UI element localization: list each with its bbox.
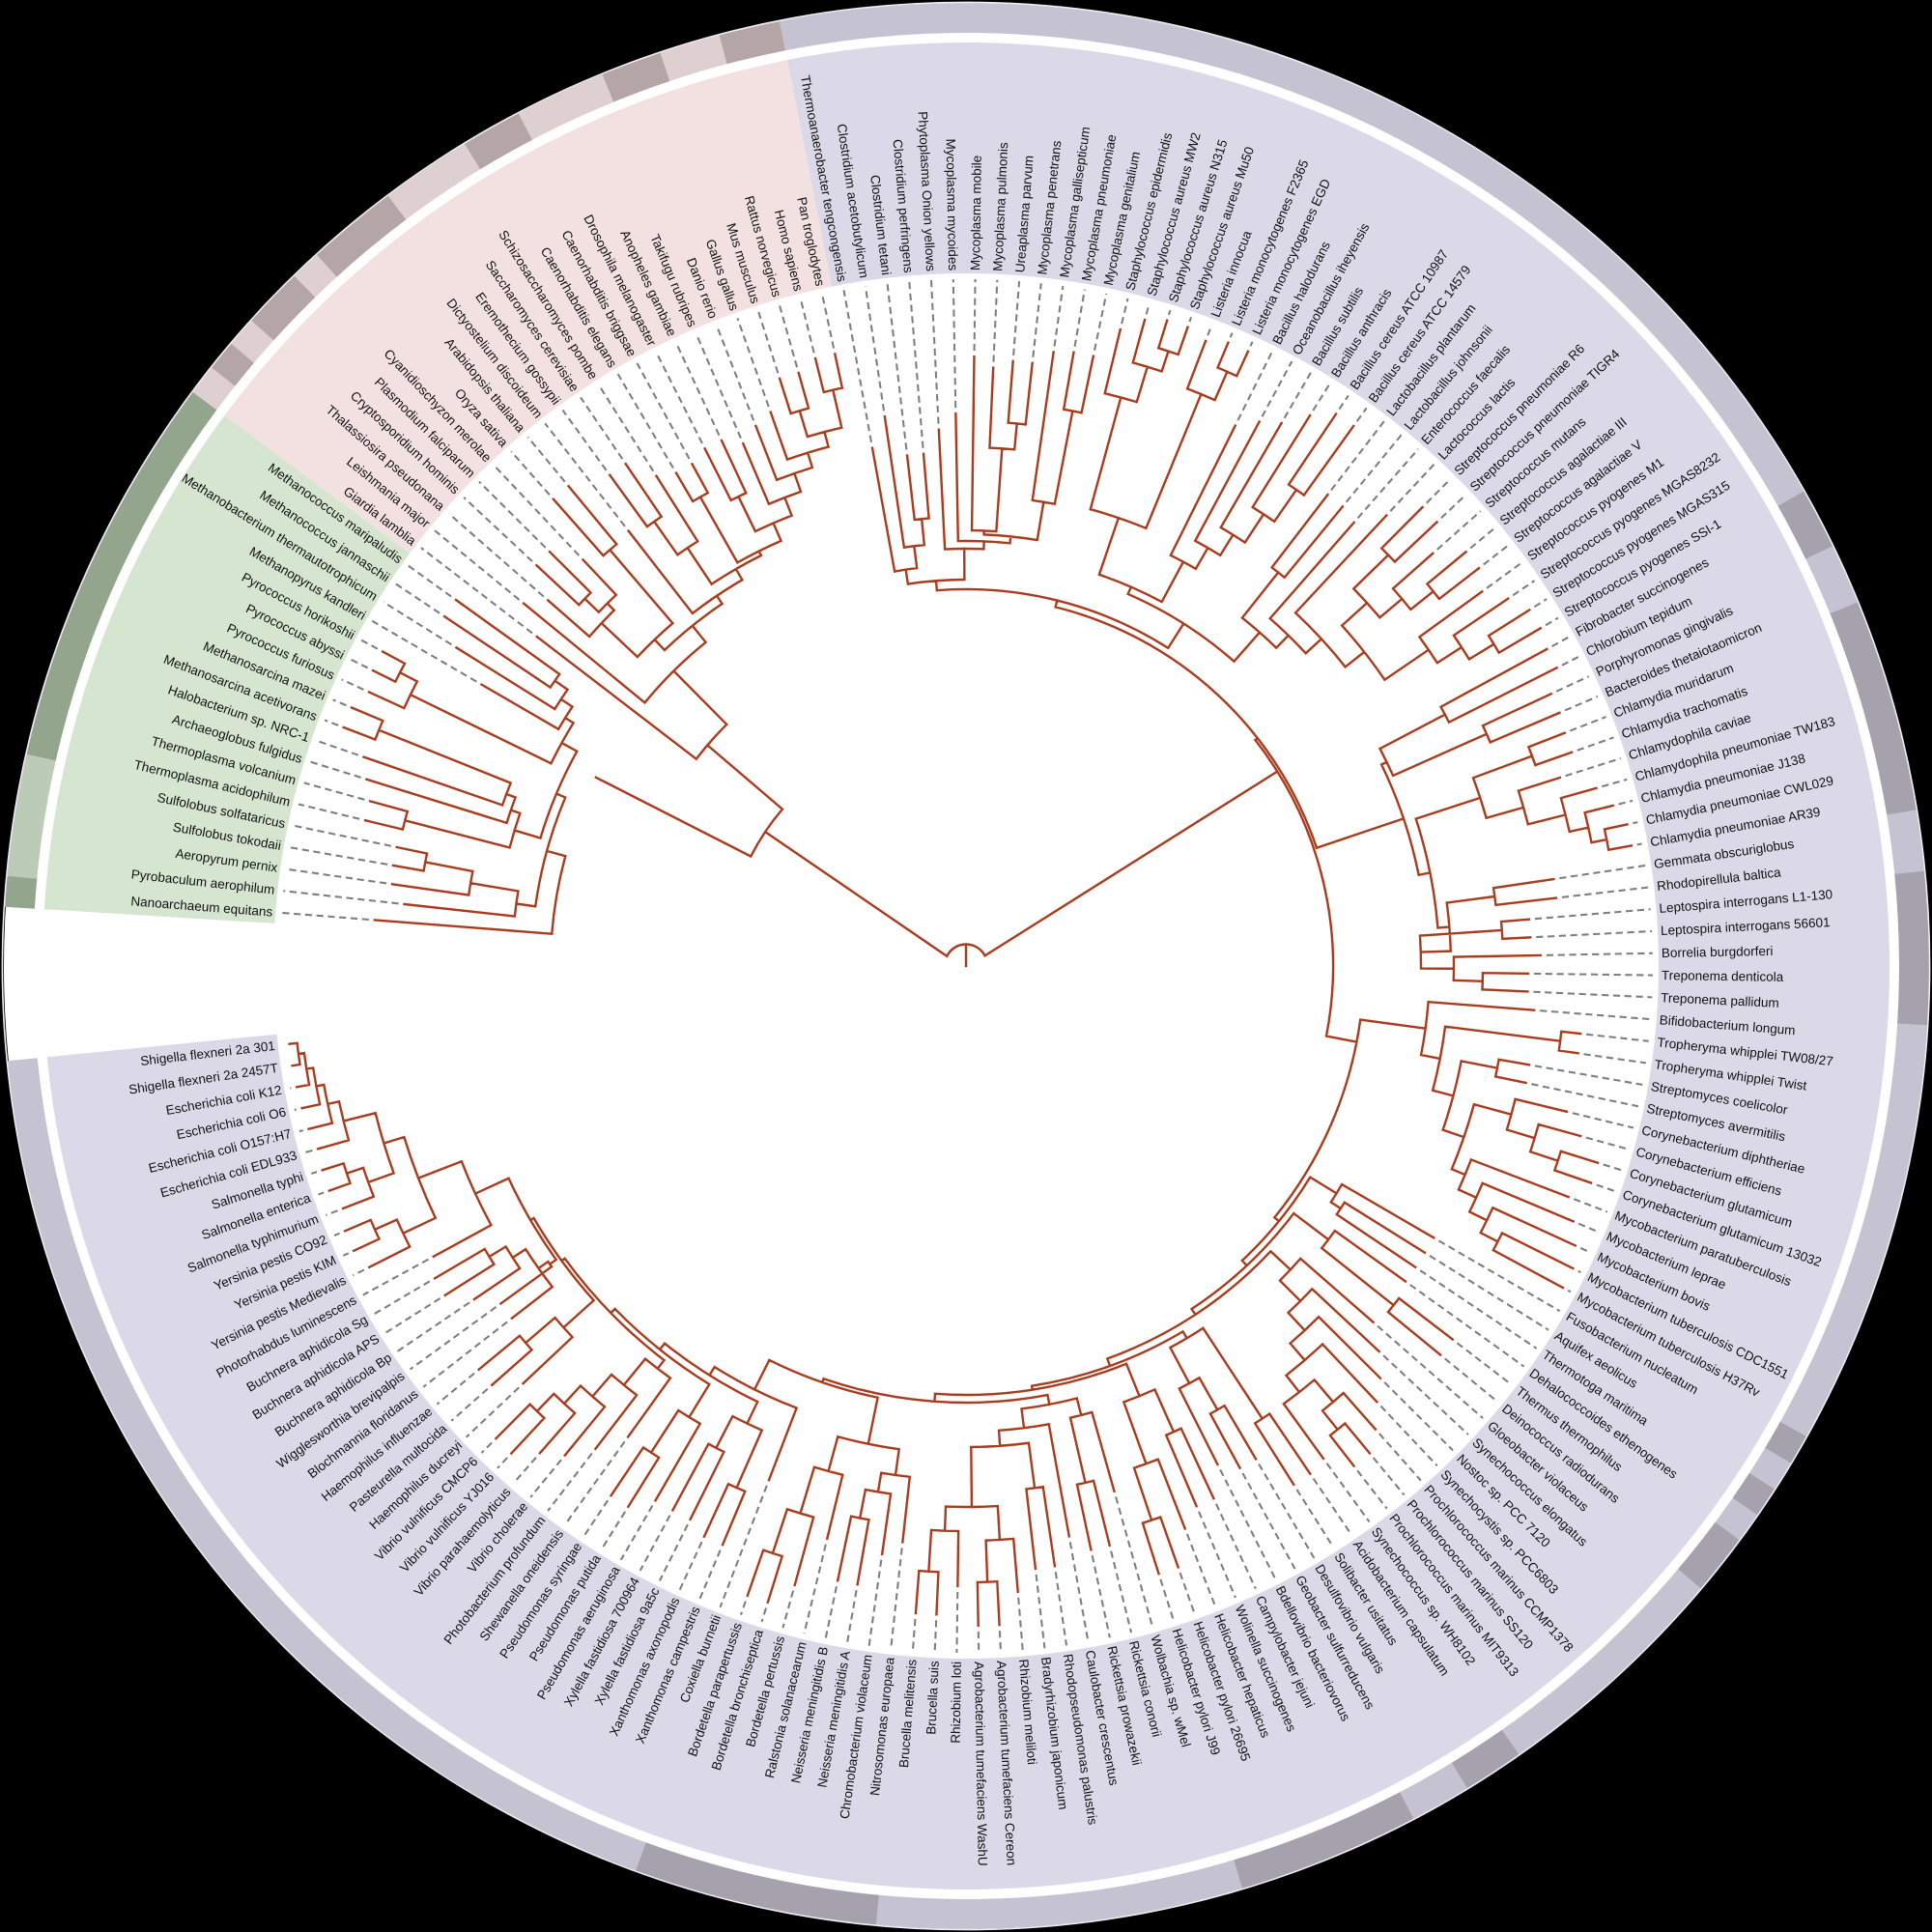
svg-text:Borrelia burgdorferi: Borrelia burgdorferi [1662,944,1774,960]
svg-text:Mycoplasma pulmonis: Mycoplasma pulmonis [990,142,1010,271]
svg-text:Treponema denticola: Treponema denticola [1662,968,1784,984]
svg-text:Mycoplasma mycoides: Mycoplasma mycoides [944,138,961,270]
svg-text:Rhizobium loti: Rhizobium loti [949,1662,964,1744]
svg-text:Agrobacterium tumefaciens Wash: Agrobacterium tumefaciens WashU [972,1662,990,1866]
svg-text:Treponema pallidum: Treponema pallidum [1661,990,1779,1010]
svg-text:Brucella suis: Brucella suis [923,1661,941,1735]
svg-text:Mycoplasma mobile: Mycoplasma mobile [968,156,984,270]
